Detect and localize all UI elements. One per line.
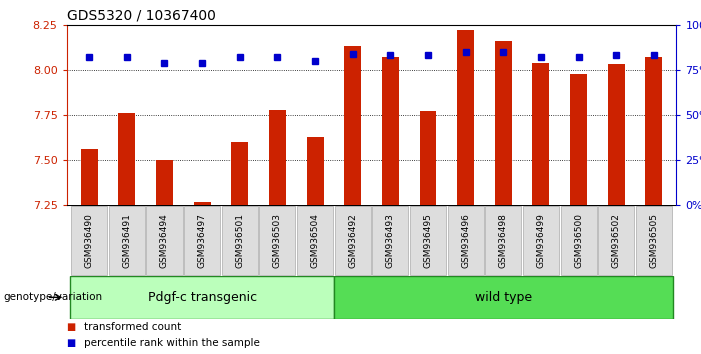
FancyBboxPatch shape [70, 276, 334, 319]
Text: GSM936502: GSM936502 [612, 213, 620, 268]
Text: GSM936499: GSM936499 [536, 213, 545, 268]
FancyBboxPatch shape [561, 206, 597, 275]
Text: GSM936501: GSM936501 [236, 213, 244, 268]
FancyBboxPatch shape [410, 206, 446, 275]
Bar [344, 46, 361, 205]
FancyBboxPatch shape [334, 206, 371, 275]
Bar [646, 57, 662, 205]
Bar [81, 149, 97, 205]
Bar [306, 137, 324, 205]
FancyBboxPatch shape [222, 206, 258, 275]
FancyBboxPatch shape [523, 206, 559, 275]
FancyBboxPatch shape [184, 206, 220, 275]
Text: GSM936496: GSM936496 [461, 213, 470, 268]
FancyBboxPatch shape [297, 206, 333, 275]
Bar [382, 57, 399, 205]
FancyBboxPatch shape [372, 206, 409, 275]
Text: GSM936491: GSM936491 [123, 213, 131, 268]
Bar [118, 113, 135, 205]
Bar [570, 74, 587, 205]
Text: GSM936497: GSM936497 [198, 213, 207, 268]
Text: GSM936493: GSM936493 [386, 213, 395, 268]
FancyBboxPatch shape [109, 206, 145, 275]
Text: transformed count: transformed count [84, 322, 182, 332]
FancyBboxPatch shape [259, 206, 296, 275]
Text: GSM936495: GSM936495 [423, 213, 433, 268]
Text: GSM936503: GSM936503 [273, 213, 282, 268]
Text: GSM936505: GSM936505 [649, 213, 658, 268]
Text: GSM936498: GSM936498 [499, 213, 508, 268]
Bar [193, 202, 210, 205]
FancyBboxPatch shape [147, 206, 182, 275]
Bar [495, 41, 512, 205]
Text: GSM936504: GSM936504 [311, 213, 320, 268]
Bar [156, 160, 173, 205]
FancyBboxPatch shape [71, 206, 107, 275]
Bar [419, 112, 437, 205]
Text: GSM936500: GSM936500 [574, 213, 583, 268]
Bar [231, 142, 248, 205]
FancyBboxPatch shape [636, 206, 672, 275]
FancyBboxPatch shape [334, 276, 673, 319]
Text: percentile rank within the sample: percentile rank within the sample [84, 338, 260, 348]
Text: GSM936492: GSM936492 [348, 213, 358, 268]
Text: GSM936494: GSM936494 [160, 213, 169, 268]
Text: ■: ■ [67, 338, 76, 348]
FancyBboxPatch shape [598, 206, 634, 275]
Text: genotype/variation: genotype/variation [4, 292, 102, 302]
Text: ■: ■ [67, 322, 76, 332]
Text: GDS5320 / 10367400: GDS5320 / 10367400 [67, 8, 215, 22]
FancyBboxPatch shape [447, 206, 484, 275]
Text: Pdgf-c transgenic: Pdgf-c transgenic [147, 291, 257, 304]
Text: GSM936490: GSM936490 [85, 213, 94, 268]
Bar [457, 30, 474, 205]
Bar [269, 110, 286, 205]
Text: wild type: wild type [475, 291, 532, 304]
Bar [533, 63, 550, 205]
FancyBboxPatch shape [485, 206, 522, 275]
Bar [608, 64, 625, 205]
